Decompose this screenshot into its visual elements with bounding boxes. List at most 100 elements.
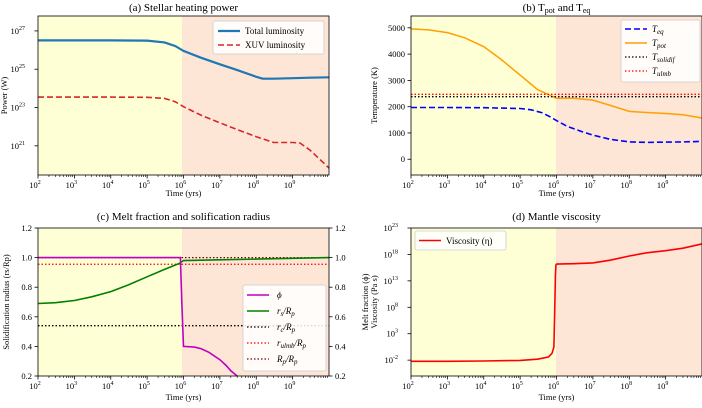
y-right-tick-label: 0.6 — [335, 312, 346, 322]
rc-sub2: p — [291, 326, 296, 334]
rc-tail: /R — [283, 322, 293, 332]
x-tick-label-exp: 8 — [256, 381, 259, 387]
y-tick-label-base: 10 — [11, 26, 20, 36]
rulmb-tail: /R — [294, 338, 304, 348]
panel-b-x-ticks: 102 103 104 105 106 107 108 109 — [402, 175, 701, 190]
x-tick-label-base: 10 — [548, 381, 557, 391]
panel-c-ylabel-right: Melt fraction (ϕ) — [360, 273, 370, 330]
panel-a-x-ticks: 102 103 104 105 106 107 108 109 — [29, 175, 328, 190]
x-tick-label: 105 — [138, 180, 150, 190]
panel-d-xlabel: Time (yrs) — [539, 392, 575, 402]
panel-c-frame — [37, 227, 330, 377]
x-tick-label-base: 10 — [511, 180, 520, 190]
x-tick-label-exp: 5 — [520, 180, 523, 186]
x-tick-label: 107 — [584, 381, 596, 391]
y-tick-label: 10-2 — [385, 355, 399, 365]
panel-b-legend-tsolidif-main: T — [652, 52, 658, 62]
y-tick-label-exp: -2 — [393, 355, 398, 361]
x-tick-label-exp: 7 — [220, 180, 223, 186]
panel-b-legend-tulmb-main: T — [652, 66, 658, 76]
x-tick-label: 108 — [248, 180, 260, 190]
x-tick-label-exp: 3 — [447, 381, 450, 387]
x-tick-label: 109 — [284, 180, 296, 190]
panel-c-rs-line — [37, 256, 330, 305]
x-tick-label-base: 10 — [102, 180, 111, 190]
x-tick-label-exp: 4 — [111, 180, 114, 186]
y-tick-label: 0.2 — [21, 371, 32, 381]
y-tick-label-base: 10 — [384, 223, 393, 233]
x-tick-label-base: 10 — [584, 180, 593, 190]
x-tick-label: 108 — [621, 180, 633, 190]
y-tick-label: 4000 — [388, 49, 405, 59]
x-tick-label-exp: 5 — [147, 381, 150, 387]
y-tick-label-exp: 25 — [19, 64, 25, 70]
x-tick-label: 107 — [211, 381, 223, 391]
rulmb-sub: ulmb — [281, 342, 296, 350]
x-tick-label: 106 — [548, 381, 560, 391]
y-tick-label: 1021 — [11, 141, 26, 151]
panel-a-ylabel: Power (W) — [0, 77, 9, 115]
x-tick-label: 106 — [175, 180, 187, 190]
x-tick-label: 109 — [657, 180, 669, 190]
y-tick-label-base: 10 — [11, 64, 20, 74]
x-tick-label: 103 — [66, 180, 78, 190]
x-tick-label-base: 10 — [175, 180, 184, 190]
panel-d-ylabel: Viscosity (Pa s) — [369, 275, 379, 328]
panel-a-legend-box — [212, 20, 325, 55]
x-tick-label-exp: 8 — [629, 381, 632, 387]
y-tick-label-base: 10 — [387, 302, 396, 312]
rulmb-main: r — [277, 338, 281, 348]
panel-b-xlabel: Time (yrs) — [539, 188, 575, 198]
x-tick-label-base: 10 — [548, 180, 557, 190]
x-tick-label-base: 10 — [584, 381, 593, 391]
x-tick-label-exp: 6 — [183, 381, 186, 387]
panel-a-xuv-luminosity-line — [38, 96, 330, 169]
y-tick-label-base: 10 — [11, 103, 20, 113]
y-tick-label: 5000 — [388, 23, 405, 33]
x-tick-label-base: 10 — [138, 381, 147, 391]
x-tick-label-exp: 7 — [593, 180, 596, 186]
x-tick-label-exp: 5 — [147, 180, 150, 186]
x-tick-label: 102 — [29, 381, 41, 391]
x-tick-label-base: 10 — [475, 381, 484, 391]
panel-c: (c) Melt fraction and solification radiu… — [1, 211, 370, 402]
panel-b-title: (b) Tpot and Teq — [523, 2, 591, 15]
x-tick-label-base: 10 — [138, 180, 147, 190]
panel-c-legend-box — [242, 284, 327, 372]
y-right-tick-label: 0.8 — [335, 282, 346, 292]
x-tick-label: 103 — [66, 381, 78, 391]
panel-b-legend-teq-label: Teq — [652, 24, 664, 36]
panel-b-legend-tulmb-sub: ulmb — [657, 70, 672, 78]
y-tick-label-base: 10 — [384, 249, 393, 259]
y-tick-label-exp: 27 — [19, 26, 25, 32]
x-tick-label-exp: 9 — [292, 180, 295, 186]
x-tick-label-exp: 3 — [74, 180, 77, 186]
y-tick-label-base: 10 — [385, 355, 394, 365]
y-tick-label: 0.6 — [21, 312, 32, 322]
x-tick-label-exp: 2 — [38, 381, 41, 387]
rp-tail: /R — [285, 354, 295, 364]
y-tick-label-exp: 3 — [395, 329, 398, 335]
x-tick-label-base: 10 — [66, 180, 75, 190]
y-tick-label: 1013 — [384, 276, 399, 286]
y-tick-label: 1000 — [388, 128, 405, 138]
x-tick-label-exp: 8 — [629, 180, 632, 186]
y-tick-label-exp: 21 — [19, 141, 25, 147]
panel-a: (a) Stellar heating power Time (yrs) Pow… — [0, 2, 330, 198]
y-tick-label: 1018 — [384, 249, 399, 259]
panel-b-title-sub2: eq — [583, 6, 591, 15]
rs-main: r — [277, 306, 281, 316]
panel-b-legend-teq-sub: eq — [657, 28, 664, 36]
panel-c-y-ticks: 0.2 0.4 0.6 0.8 1.0 1.2 — [21, 223, 38, 381]
x-tick-label-exp: 2 — [411, 180, 414, 186]
panel-b-legend-tpot-label: Tpot — [652, 38, 667, 50]
x-tick-label-base: 10 — [248, 381, 257, 391]
x-tick-label: 102 — [402, 381, 414, 391]
panel-c-legend-rc-label: rc/Rp — [277, 322, 296, 334]
x-tick-label: 106 — [548, 180, 560, 190]
x-tick-label: 106 — [175, 381, 187, 391]
x-tick-label: 102 — [402, 180, 414, 190]
panel-a-legend-xuv-label: XUV luminosity — [245, 40, 306, 50]
y-tick-label: 1.0 — [21, 253, 32, 263]
y-tick-label: 1.2 — [21, 223, 32, 233]
